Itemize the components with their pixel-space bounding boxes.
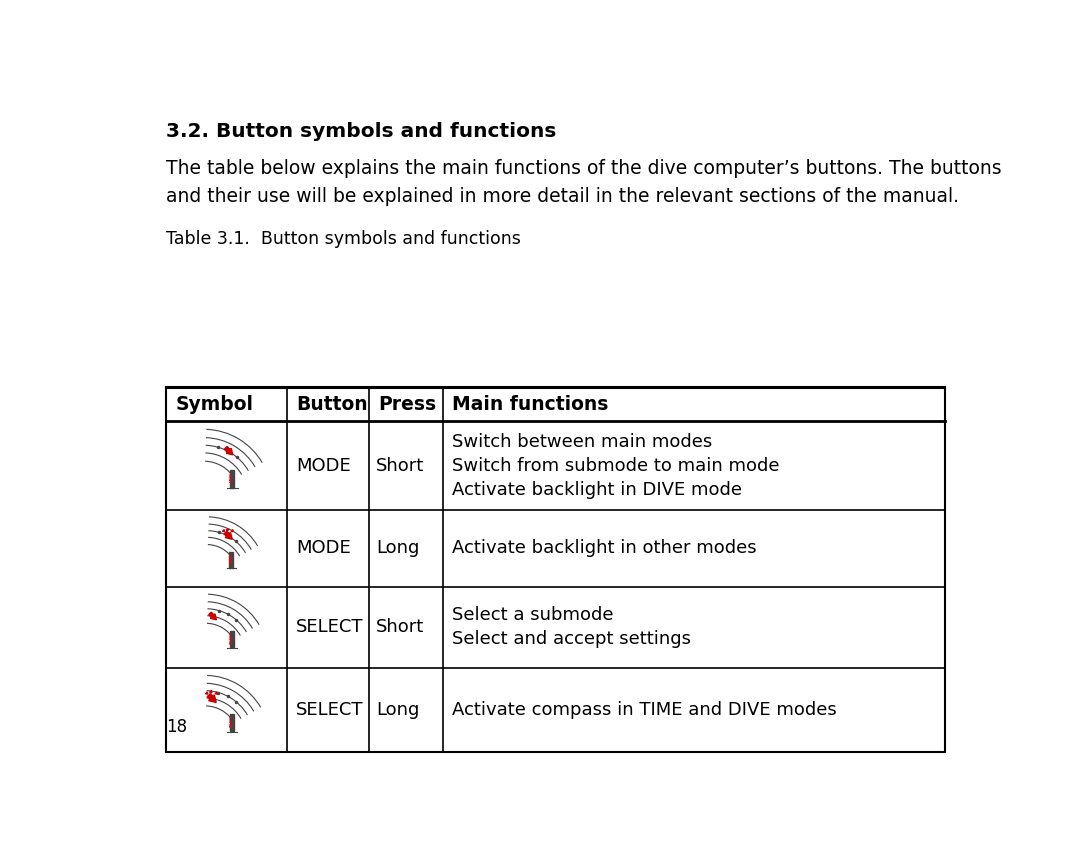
FancyArrow shape <box>224 531 232 540</box>
Text: Short: Short <box>376 457 424 475</box>
Text: Switch from submode to main mode: Switch from submode to main mode <box>451 457 780 475</box>
Text: SELECT: SELECT <box>296 618 364 636</box>
Text: SELECT: SELECT <box>230 715 234 727</box>
FancyArrow shape <box>208 612 216 620</box>
Text: Short: Short <box>376 618 424 636</box>
Text: MODE: MODE <box>230 472 234 482</box>
Text: Activate backlight in other modes: Activate backlight in other modes <box>451 540 756 557</box>
Text: 3.2. Button symbols and functions: 3.2. Button symbols and functions <box>166 122 556 141</box>
FancyArrow shape <box>226 528 228 530</box>
Text: Select a submode: Select a submode <box>451 606 613 624</box>
Bar <box>230 714 234 731</box>
Text: Long: Long <box>376 701 420 719</box>
Text: Select and accept settings: Select and accept settings <box>451 630 691 648</box>
FancyArrow shape <box>231 529 233 532</box>
FancyArrow shape <box>210 691 212 693</box>
Text: Long: Long <box>376 540 420 557</box>
FancyArrow shape <box>205 692 207 694</box>
FancyArrow shape <box>225 446 233 455</box>
FancyArrow shape <box>222 529 225 532</box>
Text: Press: Press <box>378 395 436 414</box>
Text: 18: 18 <box>166 718 187 736</box>
Bar <box>230 631 233 647</box>
Text: Switch between main modes: Switch between main modes <box>451 433 712 451</box>
Bar <box>229 552 233 568</box>
Text: Main functions: Main functions <box>451 395 608 414</box>
FancyArrow shape <box>215 692 217 694</box>
Text: SELECT: SELECT <box>296 701 364 719</box>
Text: SELECT: SELECT <box>230 632 233 644</box>
Text: Table 3.1.  Button symbols and functions: Table 3.1. Button symbols and functions <box>166 230 521 248</box>
Text: MODE: MODE <box>296 540 351 557</box>
Bar <box>166 387 945 752</box>
Text: Button: Button <box>296 395 367 414</box>
Text: Activate compass in TIME and DIVE modes: Activate compass in TIME and DIVE modes <box>451 701 837 719</box>
Bar <box>230 469 234 487</box>
Text: Symbol: Symbol <box>175 395 254 414</box>
Text: The table below explains the main functions of the dive computer’s buttons. The : The table below explains the main functi… <box>166 159 1001 178</box>
Text: and their use will be explained in more detail in the relevant sections of the m: and their use will be explained in more … <box>166 187 959 206</box>
FancyArrow shape <box>207 693 216 703</box>
Text: MODE: MODE <box>229 553 233 563</box>
Text: Activate backlight in DIVE mode: Activate backlight in DIVE mode <box>451 481 742 498</box>
Text: MODE: MODE <box>296 457 351 475</box>
